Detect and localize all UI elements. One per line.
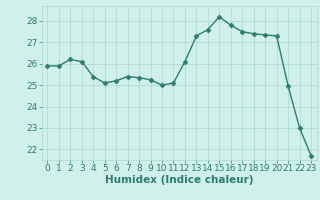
X-axis label: Humidex (Indice chaleur): Humidex (Indice chaleur) bbox=[105, 175, 253, 185]
